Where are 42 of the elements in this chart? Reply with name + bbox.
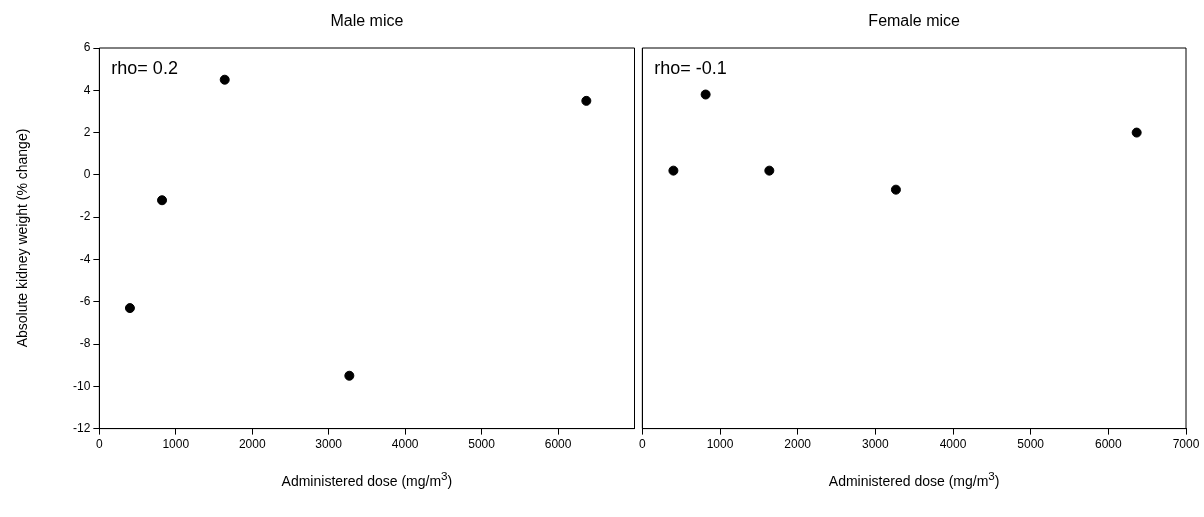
x-tick-label: 2000 — [784, 437, 812, 452]
point — [219, 74, 230, 85]
x-tick-label: 6000 — [544, 437, 572, 452]
y-tick-label: -10 — [73, 378, 91, 393]
chart-title: Male mice — [330, 12, 404, 30]
chart-title: Female mice — [868, 12, 960, 30]
x-tick-label: 6000 — [1094, 437, 1122, 452]
point — [890, 184, 901, 195]
x-tick-label: 3000 — [861, 437, 890, 452]
y-tick-label: 0 — [83, 167, 91, 182]
x-tick-label: 3000 — [315, 437, 343, 452]
y-tick-label: 4 — [83, 82, 91, 97]
y-tick-label: -6 — [79, 294, 91, 309]
point — [124, 303, 135, 314]
y-tick-label: -12 — [73, 420, 91, 435]
y-tick-label: -2 — [79, 209, 91, 224]
x-tick-label: 5000 — [1017, 437, 1045, 452]
annotation: rho= -0.1 — [654, 57, 727, 78]
x-tick-label: 2000 — [238, 437, 266, 452]
point — [764, 165, 775, 176]
x-tick-label: 4000 — [391, 437, 419, 452]
point — [1131, 127, 1142, 138]
x-tick-label: 0 — [96, 437, 103, 452]
y-tick-label: 2 — [83, 124, 91, 139]
point — [157, 195, 168, 206]
x-tick-label: 7000 — [1172, 437, 1200, 452]
y-tick-label: -8 — [79, 336, 91, 351]
x-axis-title: Administered dose (mg/m$^{3}$) — [828, 468, 1000, 489]
x-axis-title: Administered dose (mg/m$^{3}$) — [281, 468, 453, 489]
x-tick-label: 1000 — [706, 437, 734, 452]
x-tick-label: 4000 — [939, 437, 967, 452]
point — [344, 370, 355, 381]
y-tick-label: 6 — [83, 40, 91, 55]
point — [581, 95, 592, 106]
x-tick-label: 5000 — [468, 437, 496, 452]
point — [700, 89, 711, 100]
annotation: rho= 0.2 — [111, 57, 178, 78]
y-tick-label: -4 — [79, 251, 91, 266]
y-axis-title: Absolute kidney weight (% change) — [14, 128, 30, 348]
x-tick-label: 1000 — [162, 437, 190, 452]
point — [668, 165, 679, 176]
x-tick-label: 0 — [638, 437, 646, 452]
